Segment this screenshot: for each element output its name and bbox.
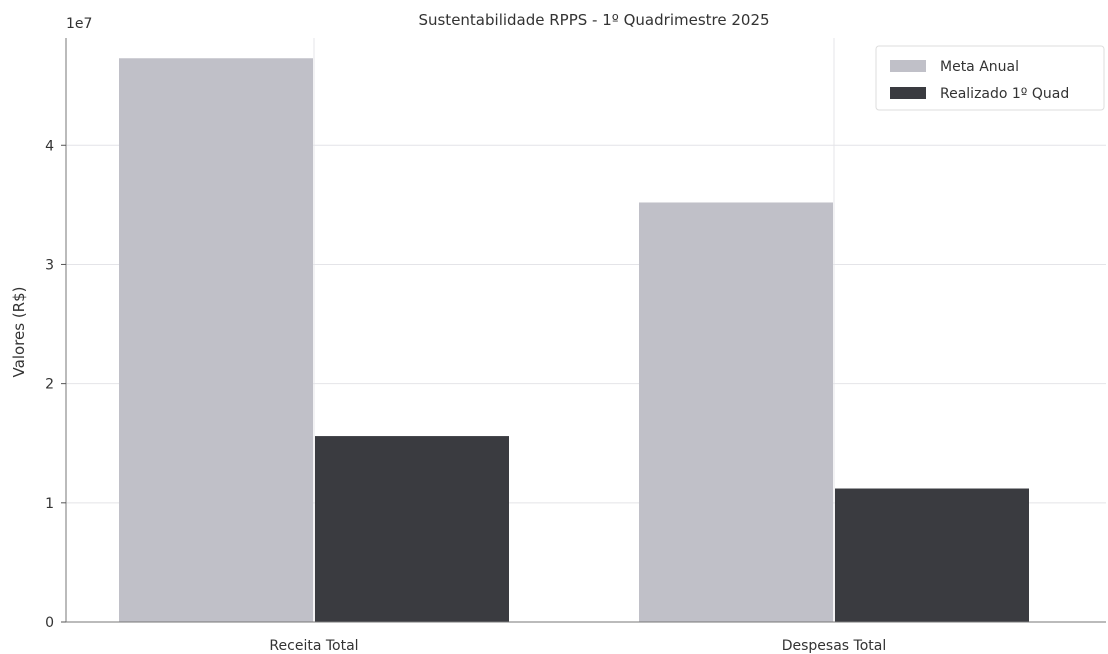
y-tick-label: 0 [45,615,54,631]
y-axis-label: Valores (R$) [10,287,28,378]
bar-realizado-1 [835,488,1029,622]
legend-label: Realizado 1º Quad [940,86,1069,102]
y-tick-label: 2 [45,377,54,393]
x-tick-label: Receita Total [269,638,358,654]
legend-label: Meta Anual [940,59,1019,75]
axes [65,38,1106,623]
bar-meta-anual-1 [639,202,833,623]
legend-swatch [890,87,926,99]
y-scale-label: 1e7 [66,16,92,32]
bars [119,58,1029,623]
legend-box [875,45,1105,111]
y-tick-labels: 0 1 2 3 4 [45,138,66,631]
y-tick-label: 4 [45,138,54,154]
x-tick-labels: Receita Total Despesas Total [269,638,886,654]
y-tick-label: 1 [45,496,54,512]
y-tick-label: 3 [45,257,54,273]
legend-swatch [890,60,926,72]
chart-title: Sustentabilidade RPPS - 1º Quadrimestre … [418,11,769,29]
bar-meta-anual-0 [119,58,313,622]
legend: Meta Anual Realizado 1º Quad [875,45,1105,111]
x-tick-label: Despesas Total [782,638,887,654]
bar-realizado-0 [315,436,509,622]
